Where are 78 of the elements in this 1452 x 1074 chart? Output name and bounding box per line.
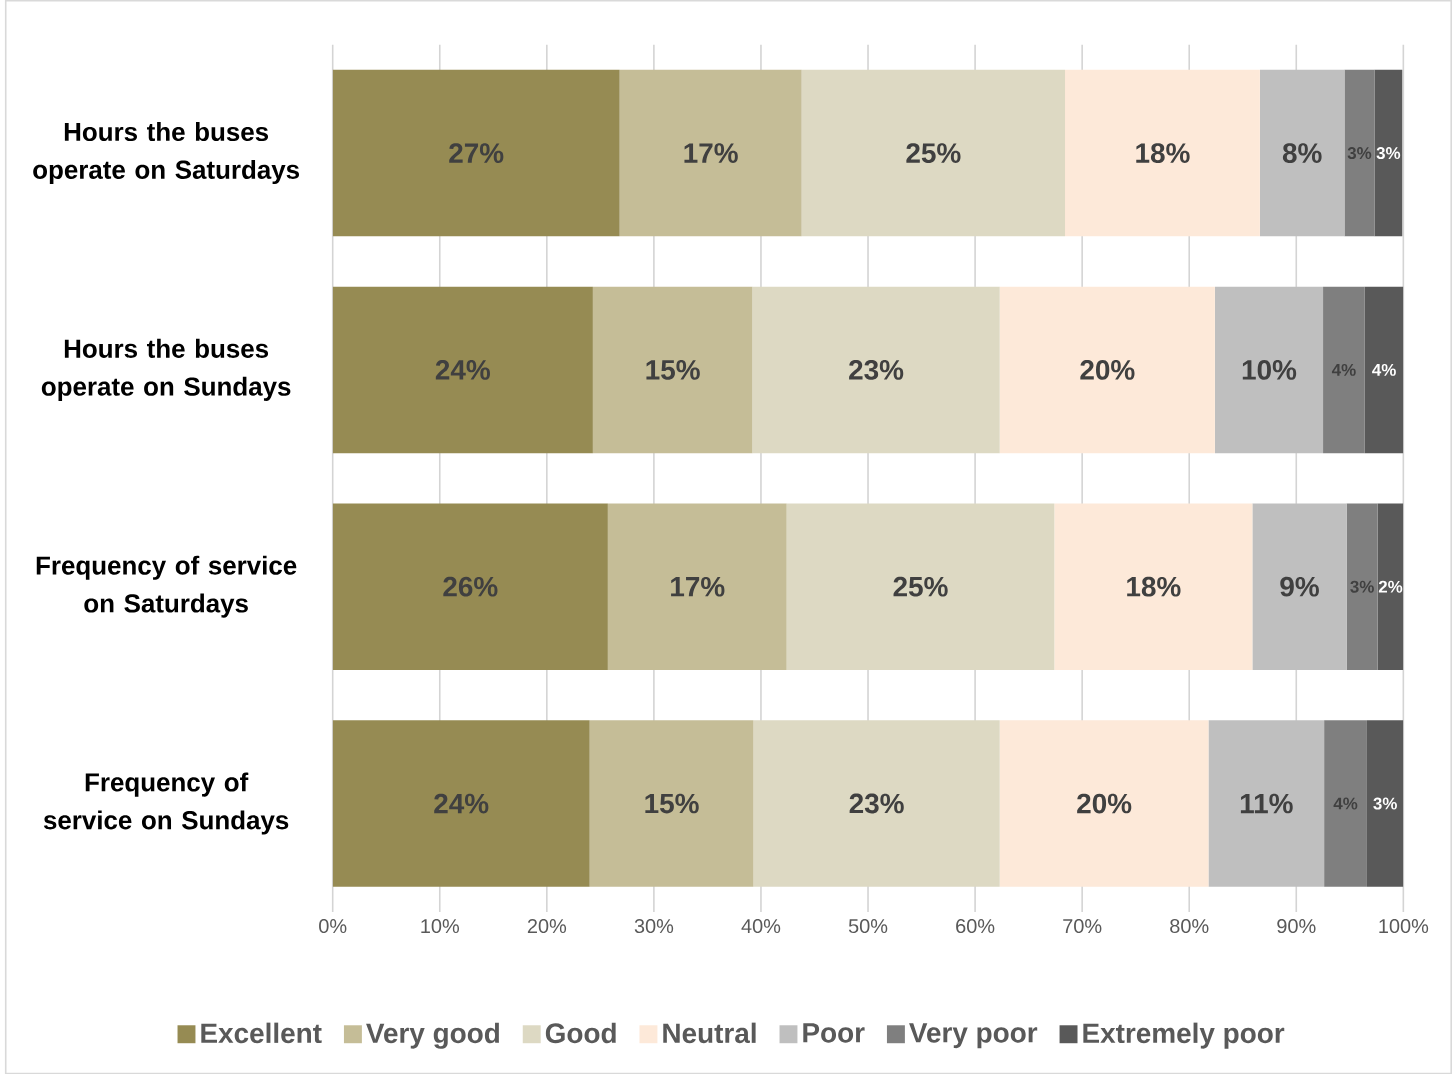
legend-label: Neutral bbox=[663, 1022, 756, 1044]
data-label: 20% bbox=[1080, 359, 1135, 380]
x-tick-label: 70% bbox=[1063, 918, 1102, 933]
legend-label: Poor bbox=[803, 1023, 865, 1043]
data-label: 15% bbox=[646, 359, 700, 380]
x-tick-label: 100% bbox=[1379, 918, 1429, 933]
bar bbox=[619, 69, 802, 237]
bar bbox=[1252, 503, 1347, 670]
bar bbox=[1259, 69, 1345, 237]
x-tick-label: 10% bbox=[421, 918, 460, 933]
legend-label: Excellent bbox=[201, 1022, 322, 1044]
y-tick-label: Frequency of service on Sundays bbox=[43, 772, 289, 835]
x-tick-label: 0% bbox=[319, 918, 347, 933]
data-label: 4% bbox=[1331, 363, 1356, 376]
data-label: 8% bbox=[1282, 143, 1322, 163]
bar bbox=[1346, 503, 1378, 670]
bar bbox=[607, 503, 787, 670]
legend-label: Good bbox=[545, 1022, 616, 1044]
bar bbox=[332, 69, 620, 237]
x-tick-label: 40% bbox=[741, 918, 781, 933]
bar bbox=[801, 69, 1066, 237]
data-label: 4% bbox=[1372, 363, 1396, 376]
x-tick-label: 80% bbox=[1170, 918, 1209, 933]
data-label: 3% bbox=[1350, 580, 1374, 593]
x-tick-label: 60% bbox=[956, 918, 995, 933]
data-label: 17% bbox=[671, 576, 725, 597]
legend-label: Very poor bbox=[909, 1023, 1038, 1049]
y-tick-label: Hours the buses operate on Sundays bbox=[41, 338, 291, 401]
bar bbox=[1377, 503, 1404, 670]
bar bbox=[1324, 720, 1367, 887]
bar bbox=[752, 286, 1000, 454]
data-label: 15% bbox=[645, 793, 699, 814]
data-label: 26% bbox=[443, 576, 498, 597]
data-label: 9% bbox=[1280, 576, 1319, 597]
bar bbox=[1374, 69, 1403, 237]
bar bbox=[1065, 69, 1260, 237]
data-label: 3% bbox=[1373, 797, 1397, 810]
bar bbox=[1208, 720, 1325, 887]
x-tick-label: 30% bbox=[634, 918, 674, 933]
bar bbox=[1366, 720, 1404, 887]
bar bbox=[589, 720, 754, 887]
data-label: 23% bbox=[849, 359, 904, 380]
data-label: 2% bbox=[1378, 580, 1403, 593]
data-label: 24% bbox=[434, 793, 489, 814]
legend-label: Very good bbox=[366, 1022, 499, 1049]
y-tick-label: Frequency of service on Saturdays bbox=[36, 555, 297, 618]
data-label: 23% bbox=[849, 793, 904, 814]
bar bbox=[332, 286, 593, 454]
data-label: 10% bbox=[1242, 359, 1297, 380]
data-label: 3% bbox=[1347, 146, 1372, 159]
data-label: 18% bbox=[1136, 143, 1190, 163]
bar bbox=[332, 503, 608, 670]
data-label: 11% bbox=[1240, 793, 1293, 814]
x-tick-label: 90% bbox=[1277, 918, 1316, 933]
bar bbox=[999, 286, 1215, 454]
bar bbox=[332, 720, 590, 887]
data-label: 25% bbox=[906, 143, 961, 163]
y-tick-label: Hours the buses operate on Saturdays bbox=[33, 121, 300, 184]
data-label: 17% bbox=[684, 143, 738, 163]
data-label: 4% bbox=[1333, 797, 1358, 810]
bar bbox=[592, 286, 753, 454]
bar bbox=[1054, 503, 1253, 670]
bar bbox=[786, 503, 1055, 670]
bar bbox=[1344, 69, 1375, 237]
data-label: 20% bbox=[1077, 793, 1132, 814]
bar bbox=[1323, 286, 1365, 454]
data-label: 25% bbox=[893, 576, 948, 597]
legend-label: Extremely poor bbox=[1083, 1022, 1285, 1049]
bar bbox=[1364, 286, 1404, 454]
x-tick-label: 50% bbox=[848, 918, 888, 933]
bar bbox=[999, 720, 1209, 887]
x-tick-label: 20% bbox=[527, 918, 567, 933]
bar bbox=[753, 720, 1000, 887]
bar bbox=[1214, 286, 1324, 454]
data-label: 18% bbox=[1127, 576, 1181, 597]
data-label: 27% bbox=[449, 143, 504, 163]
data-label: 24% bbox=[435, 359, 490, 380]
data-label: 3% bbox=[1376, 146, 1401, 159]
